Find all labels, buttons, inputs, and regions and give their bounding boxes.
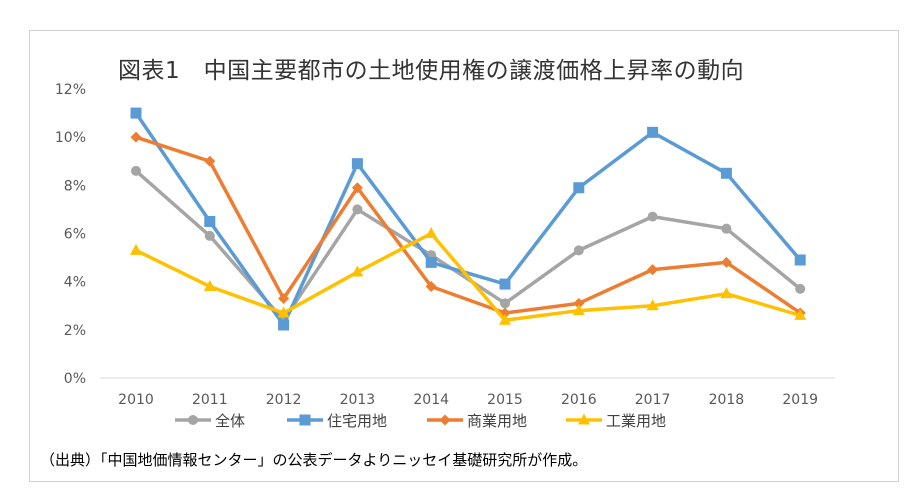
data-point xyxy=(794,254,806,266)
data-point xyxy=(721,223,732,234)
legend-item: 住宅用地 xyxy=(287,412,387,430)
data-point xyxy=(573,182,585,194)
data-point xyxy=(720,256,732,268)
data-point xyxy=(351,182,363,194)
data-point xyxy=(573,245,584,256)
x-tick-label: 2011 xyxy=(192,392,228,408)
data-point xyxy=(131,165,141,176)
data-point xyxy=(130,243,142,255)
x-tick-label: 2010 xyxy=(118,392,154,408)
series-line xyxy=(135,135,802,315)
data-point xyxy=(647,264,659,276)
data-point xyxy=(351,265,364,277)
data-point xyxy=(573,297,585,309)
y-axis: 0% 2% 4% 6% 8% 10% 12% xyxy=(55,82,86,387)
legend-item: 商業用地 xyxy=(427,412,527,430)
y-tick-label: 10% xyxy=(55,130,86,146)
data-point xyxy=(572,304,585,316)
data-point xyxy=(130,107,142,119)
data-point xyxy=(499,313,511,325)
legend-label: 住宅用地 xyxy=(327,412,387,430)
data-point xyxy=(795,283,806,294)
legend-label: 商業用地 xyxy=(467,412,527,430)
data-point xyxy=(204,230,215,241)
x-tick-label: 2012 xyxy=(266,392,302,408)
legend-marker xyxy=(578,413,590,425)
chart-frame xyxy=(29,30,899,482)
data-point xyxy=(646,299,659,311)
data-point xyxy=(425,280,437,292)
x-tick-label: 2015 xyxy=(487,392,523,408)
legend-item: 工業用地 xyxy=(566,412,666,430)
legend-marker xyxy=(439,414,451,426)
data-point xyxy=(647,211,658,222)
series-layer xyxy=(130,107,807,331)
series-square xyxy=(130,107,806,331)
legend-marker xyxy=(188,415,198,425)
chart-title: 図表1 中国主要都市の土地使用権の譲渡価格上昇率の動向 xyxy=(118,58,745,84)
series-line xyxy=(135,231,801,322)
data-point xyxy=(351,158,363,170)
data-point xyxy=(425,256,437,268)
legend-item: 全体 xyxy=(175,412,245,430)
x-tick-label: 2013 xyxy=(340,392,376,408)
data-point xyxy=(720,167,732,179)
data-point xyxy=(425,227,438,238)
x-tick-label: 2016 xyxy=(561,392,597,408)
y-tick-label: 6% xyxy=(64,227,86,243)
legend: 全体 住宅用地 商業用地 工業用地 xyxy=(175,412,666,430)
source-note: （出典）「中国地価情報センター」の公表データよりニッセイ基礎研究所が作成。 xyxy=(40,451,588,469)
y-tick-label: 8% xyxy=(64,178,86,194)
x-tick-label: 2019 xyxy=(782,392,818,408)
x-axis: 2010 2011 2012 2013 2014 2015 2016 2017 2018 2019 xyxy=(100,377,835,408)
series-triangle xyxy=(130,227,807,325)
y-tick-label: 12% xyxy=(55,82,86,98)
y-tick-label: 0% xyxy=(64,371,86,387)
x-tick-label: 2018 xyxy=(709,392,745,408)
data-point xyxy=(203,279,216,291)
data-point xyxy=(277,306,290,318)
data-point xyxy=(794,308,807,320)
data-point xyxy=(278,293,290,305)
series-line xyxy=(134,112,802,327)
data-point xyxy=(500,298,510,309)
data-point xyxy=(130,131,142,143)
data-point xyxy=(499,278,511,290)
legend-label: 工業用地 xyxy=(606,412,666,430)
legend-marker xyxy=(299,414,311,426)
legend-label: 全体 xyxy=(215,412,245,430)
data-point xyxy=(204,215,216,227)
y-tick-label: 4% xyxy=(64,275,86,291)
x-tick-label: 2017 xyxy=(635,392,671,408)
data-point xyxy=(204,155,216,167)
x-tick-label: 2014 xyxy=(413,392,449,408)
data-point xyxy=(352,204,363,215)
data-point xyxy=(278,319,290,331)
y-tick-label: 2% xyxy=(64,323,86,339)
data-point xyxy=(720,287,733,299)
data-point xyxy=(647,126,659,138)
